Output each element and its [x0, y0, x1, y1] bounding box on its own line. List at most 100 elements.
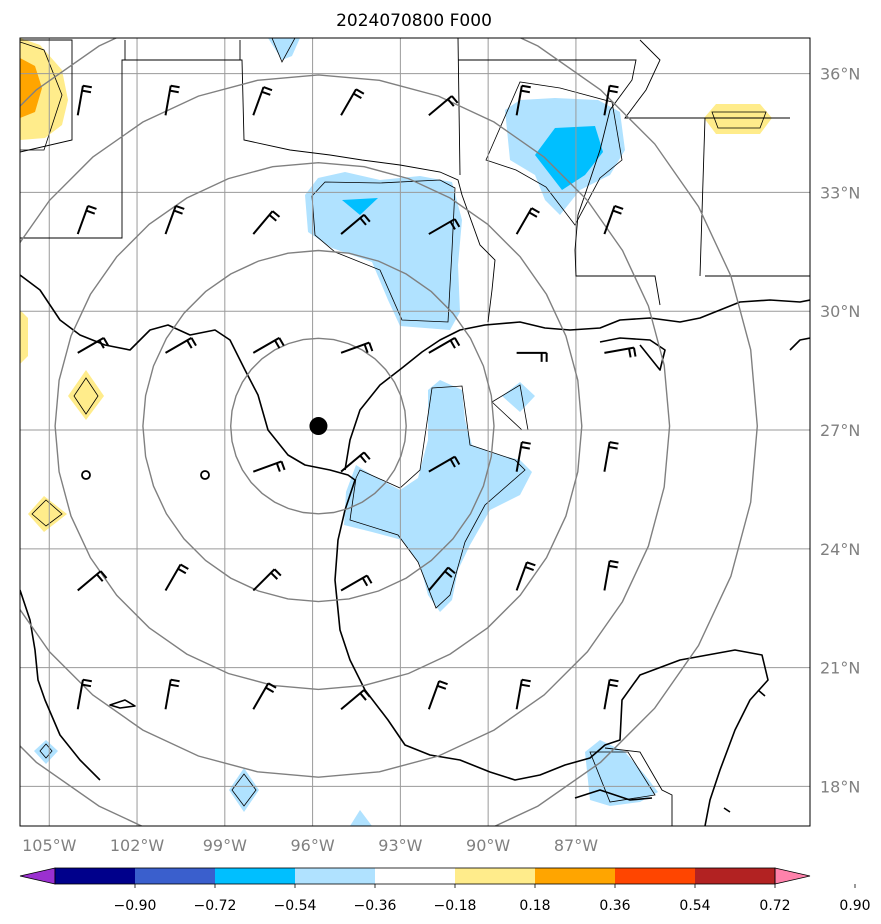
wind-barb [603, 84, 619, 116]
contour-fills [20, 38, 772, 826]
wind-barb [164, 563, 189, 591]
wind-barb [428, 455, 461, 473]
colorbar-tick-label: −0.72 [194, 898, 237, 914]
map-frame [19, 37, 811, 827]
wind-barb [164, 204, 185, 235]
storm-center-marker [309, 417, 328, 436]
contour-fill-w-positive-2 [68, 370, 104, 420]
colorbar-segment [455, 868, 536, 884]
colorbar-tick-label: 0.72 [759, 898, 790, 914]
latitude-labels: 36°N 33°N 30°N 27°N 24°N 21°N 18°N [820, 65, 860, 797]
contour-fill-w-positive-3 [28, 496, 67, 532]
colorbar-tick-label: 0.54 [679, 898, 710, 914]
contour-fill-ne-positive [704, 104, 772, 134]
colorbar-segment [135, 868, 216, 884]
wind-barb [428, 95, 459, 117]
range-ring [142, 249, 495, 603]
contour-fill-gulf-east [502, 382, 535, 412]
wind-barb [340, 341, 374, 354]
wind-barb [252, 460, 286, 473]
wind-barb [252, 86, 273, 116]
wind-barb [340, 574, 373, 592]
colorbar-tick-label: −0.54 [274, 898, 317, 914]
wind-barb [603, 678, 619, 710]
map-title: 2024070800 F000 [336, 11, 492, 31]
colorbar-tick-label: −0.18 [434, 898, 477, 914]
wind-barb [76, 678, 92, 710]
contour-fill-w-positive-1 [20, 310, 28, 364]
wind-barb [164, 84, 180, 116]
contour-fill-w-small [34, 740, 58, 764]
range-ring [20, 38, 759, 826]
wind-barb [428, 336, 461, 354]
wind-barb [340, 689, 371, 711]
latitude-label: 27°N [820, 421, 860, 440]
longitude-label: 87°W [554, 836, 598, 855]
colorbar-tick-label: 0.18 [519, 898, 550, 914]
wind-barb [340, 214, 371, 235]
latitude-label: 21°N [820, 659, 860, 678]
range-rings [20, 38, 759, 826]
colorbar-tick-label: −0.36 [354, 898, 397, 914]
wind-barb [603, 204, 624, 235]
wind-barb [603, 441, 619, 472]
latitude-label: 33°N [820, 183, 860, 202]
wind-barb [515, 84, 531, 116]
wind-barb [165, 336, 197, 354]
range-ring [54, 161, 583, 691]
range-ring [20, 74, 671, 778]
wind-barb [427, 680, 448, 710]
map-area [20, 38, 810, 826]
wind-barb [428, 566, 456, 592]
latitude-label: 24°N [820, 540, 860, 559]
contour-fill-nw-positive-core [20, 58, 42, 118]
wind-barb [252, 336, 285, 354]
wind-barb [515, 561, 536, 591]
calm-symbol [81, 470, 91, 480]
wind-barb [603, 559, 619, 591]
colorbar-segment [695, 868, 776, 884]
wind-barb [252, 210, 281, 235]
wind-barb [516, 351, 548, 362]
wind-barb [340, 88, 365, 116]
political-borders [20, 38, 810, 826]
colorbar: −0.90 −0.72 −0.54 −0.36 −0.18 0.18 0.36 0.54 0.7… [19, 867, 871, 914]
colorbar-extend-high [774, 867, 811, 885]
longitude-label: 99°W [203, 836, 247, 855]
colorbar-segment [215, 868, 296, 884]
colorbar-segment [55, 868, 136, 884]
range-ring [229, 337, 407, 515]
colorbar-tick-label: 0.90 [839, 898, 870, 914]
wind-barb [515, 678, 531, 710]
wind-barb [604, 346, 637, 358]
longitude-label: 90°W [466, 836, 510, 855]
longitude-label: 96°W [290, 836, 334, 855]
wind-barb [340, 451, 371, 473]
colorbar-outline [54, 867, 776, 885]
contour-fill-arkansas-core [535, 126, 603, 190]
wind-barb [76, 84, 92, 116]
wind-barb [76, 204, 97, 235]
longitude-label: 102°W [110, 836, 165, 855]
wind-barb [515, 207, 540, 235]
contour-fill-texas-core [342, 198, 378, 215]
colorbar-segment [375, 868, 456, 884]
graticule [20, 38, 810, 826]
colorbar-segment [295, 868, 376, 884]
wind-barb [252, 682, 277, 710]
contour-lines [20, 38, 767, 807]
contour-fill-sw-small [229, 768, 259, 812]
longitude-labels: 105°W 102°W 99°W 96°W 93°W 90°W 87°W [22, 836, 598, 855]
longitude-label: 105°W [22, 836, 77, 855]
colorbar-extend-low [19, 867, 56, 885]
wind-barbs [76, 84, 637, 711]
latitude-label: 36°N [820, 65, 860, 84]
contour-fill-gulf-center [344, 380, 532, 612]
wind-barb [164, 678, 180, 710]
contour-fill-north-texas [305, 172, 462, 330]
wind-barb [77, 570, 108, 592]
latitude-label: 30°N [820, 302, 860, 321]
wind-barb [515, 441, 531, 472]
colorbar-segment [615, 868, 696, 884]
